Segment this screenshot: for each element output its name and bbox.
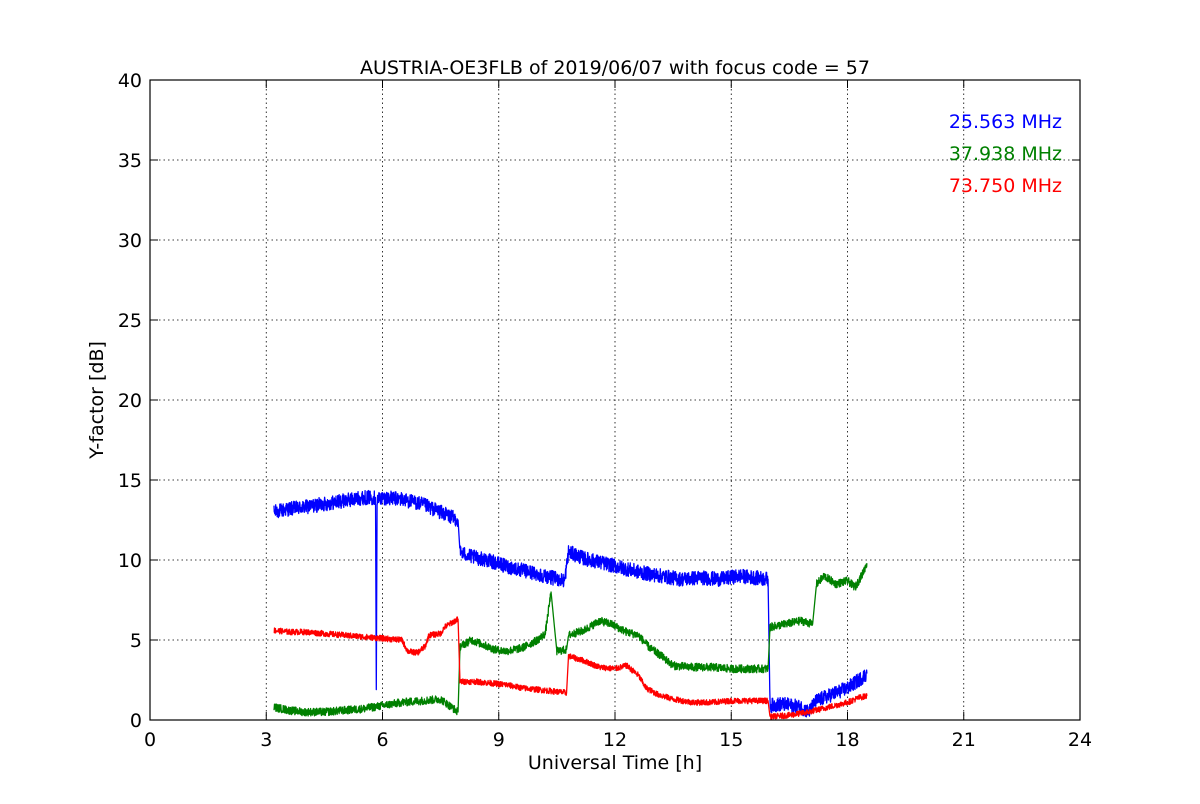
series-line-1 <box>273 489 868 718</box>
y-tick-label: 30 <box>118 230 142 252</box>
legend-entry-2: 37.938 MHz <box>949 143 1062 165</box>
x-tick-label: 15 <box>719 729 743 751</box>
x-tick-label: 0 <box>144 729 156 751</box>
legend-entry-1: 25.563 MHz <box>949 111 1062 133</box>
x-tick-label: 6 <box>376 729 388 751</box>
y-axis-label: Y-factor [dB] <box>86 341 108 460</box>
x-tick-label: 3 <box>260 729 272 751</box>
x-tick-label: 12 <box>603 729 627 751</box>
x-tick-label: 24 <box>1068 729 1092 751</box>
y-tick-label: 5 <box>130 630 142 652</box>
legend: 25.563 MHz 37.938 MHz 73.750 MHz <box>949 111 1062 197</box>
y-tick-label: 40 <box>118 70 142 92</box>
y-tick-label: 25 <box>118 310 142 332</box>
x-axis-label: Universal Time [h] <box>528 752 702 774</box>
axis-ticks: 0 3 6 9 12 15 18 21 24 0 5 10 15 20 25 30 35 40 <box>118 70 1092 751</box>
x-tick-label: 9 <box>493 729 505 751</box>
series-line-3 <box>273 616 868 721</box>
chart-title: AUSTRIA-OE3FLB of 2019/06/07 with focus … <box>360 57 870 79</box>
y-tick-label: 35 <box>118 150 142 172</box>
y-tick-label: 0 <box>130 710 142 732</box>
series-lines <box>273 489 868 721</box>
legend-entry-3: 73.750 MHz <box>949 175 1062 197</box>
x-tick-label: 18 <box>835 729 859 751</box>
y-tick-label: 10 <box>118 550 142 572</box>
series-line-2 <box>273 563 868 717</box>
x-tick-label: 21 <box>952 729 976 751</box>
y-tick-label: 15 <box>118 470 142 492</box>
y-tick-label: 20 <box>118 390 142 412</box>
